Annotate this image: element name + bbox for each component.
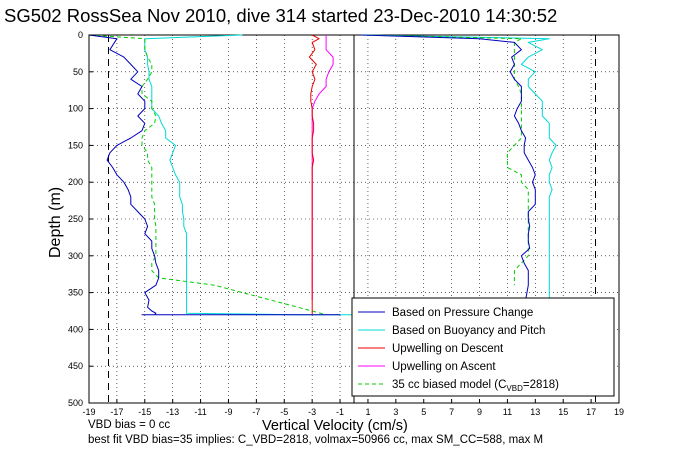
x-tick-label: -19	[82, 407, 95, 417]
x-tick-label: 9	[477, 407, 482, 417]
x-tick-label: 1	[365, 407, 370, 417]
x-tick-label: 15	[558, 407, 568, 417]
series-line	[311, 35, 334, 300]
series-line	[308, 34, 320, 315]
y-tick-label: 450	[68, 361, 83, 371]
y-tick-label: 100	[68, 104, 83, 114]
best-fit-note: best fit VBD bias=35 implies: C_VBD=2818…	[88, 434, 543, 446]
x-tick-label: -11	[194, 407, 206, 417]
x-tick-label: 13	[530, 407, 540, 417]
x-tick-label: -17	[110, 407, 123, 417]
x-tick-label: 3	[393, 407, 398, 417]
y-tick-label: 350	[68, 288, 83, 298]
x-tick-label: -3	[308, 407, 316, 417]
x-axis-label: Vertical Velocity (cm/s)	[262, 418, 408, 434]
legend-label: Based on Buoyancy and Pitch	[392, 325, 545, 337]
y-tick-label: 400	[68, 324, 83, 334]
y-axis-label: Depth (m)	[47, 187, 64, 258]
series-line	[360, 34, 529, 286]
x-tick-label: 5	[421, 407, 426, 417]
series-line	[88, 34, 327, 316]
x-tick-label: 19	[614, 407, 624, 417]
series-line	[88, 34, 341, 316]
x-tick-label: -13	[166, 407, 179, 417]
series-layer	[88, 34, 557, 316]
y-tick-label: 500	[68, 398, 83, 408]
y-tick-label: 200	[68, 177, 83, 187]
legend-label: Based on Pressure Change	[392, 307, 533, 319]
vbd-bias-note: VBD bias = 0 cc	[88, 419, 170, 431]
y-tick-label: 50	[73, 67, 83, 77]
x-tick-label: 11	[503, 407, 512, 417]
chart-title: SG502 RossSea Nov 2010, dive 314 started…	[4, 5, 557, 26]
y-tick-label: 150	[68, 140, 83, 150]
x-tick-label: -1	[336, 407, 344, 417]
x-tick-label: 7	[449, 407, 454, 417]
series-line	[360, 34, 557, 300]
legend: Based on Pressure Change Based on Buoyanc…	[351, 297, 615, 397]
x-tick-label: -15	[138, 407, 151, 417]
legend-label: 35 cc biased model (CVBD=2818)	[392, 379, 559, 393]
tick-labels: -19 -17 -15 -13 -11 -9 -7 -5 -3 -1 1 3 5 7 9 11 13 15 17 19…	[68, 30, 624, 417]
x-tick-label: -7	[252, 407, 260, 417]
legend-label: Upwelling on Ascent	[392, 361, 496, 373]
y-tick-label: 300	[68, 251, 83, 261]
series-line	[144, 34, 354, 316]
y-tick-label: 0	[78, 30, 83, 40]
y-tick-label: 250	[68, 214, 83, 224]
x-tick-label: 17	[586, 407, 596, 417]
series-line	[360, 34, 536, 301]
legend-label: Upwelling on Descent	[392, 343, 504, 355]
legend-box	[351, 297, 615, 397]
x-tick-label: -9	[224, 407, 232, 417]
x-tick-label: -5	[280, 407, 288, 417]
